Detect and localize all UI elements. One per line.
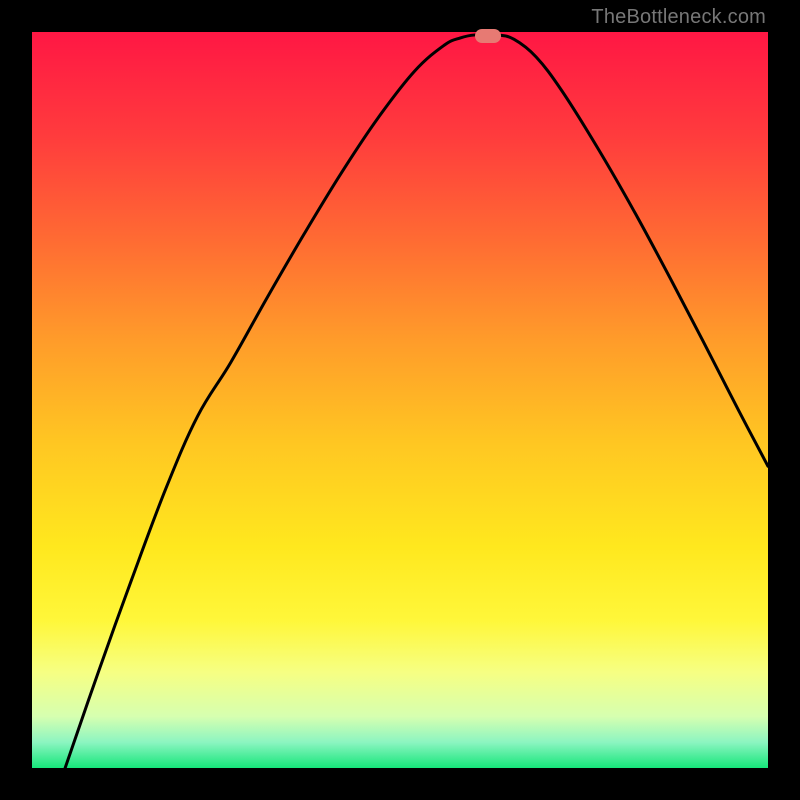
watermark-text: TheBottleneck.com: [591, 6, 766, 29]
curve-layer: [32, 32, 768, 768]
bottleneck-curve-path: [65, 34, 768, 768]
optimal-point-marker: [475, 29, 501, 43]
bottleneck-chart: TheBottleneck.com: [0, 0, 800, 800]
plot-area: [32, 32, 768, 768]
